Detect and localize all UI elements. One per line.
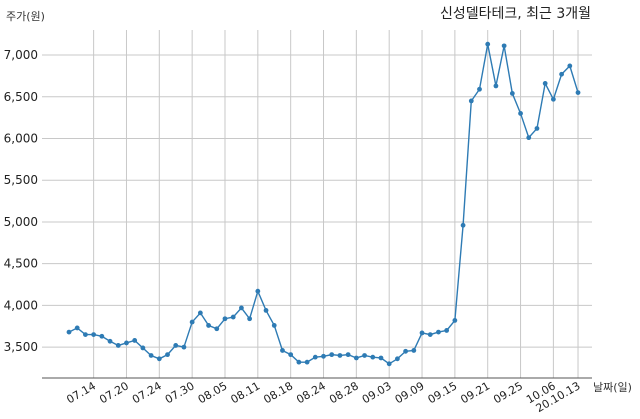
price-point — [271, 323, 277, 328]
price-point — [222, 316, 228, 322]
y-tick-labels: 3,500 4,000 4,500 5,000 5,500 6,000 6,500 7,000 — [4, 48, 38, 354]
grid — [42, 30, 592, 378]
price-point — [148, 353, 154, 358]
price-points — [66, 41, 581, 367]
price-point — [107, 338, 113, 344]
price-point — [353, 355, 359, 361]
y-tick-label: 3,500 — [4, 340, 38, 354]
price-point — [427, 332, 433, 338]
price-point — [329, 352, 335, 358]
price-point — [345, 352, 351, 358]
price-point — [468, 98, 474, 104]
y-tick-label: 6,000 — [4, 131, 38, 145]
y-axis-label: 주가(원) — [6, 10, 45, 23]
x-axis-label: 날짜(일) — [593, 380, 632, 394]
price-point — [239, 305, 244, 311]
price-point — [214, 326, 220, 332]
x-tick-label: 08.05 — [196, 379, 230, 406]
price-point — [321, 353, 326, 359]
x-tick-label: 09.25 — [491, 379, 525, 406]
price-point — [263, 308, 269, 313]
x-tick-label: 09.09 — [393, 379, 427, 406]
price-point — [91, 332, 97, 338]
price-point — [189, 319, 195, 325]
price-point — [66, 329, 72, 335]
price-point — [370, 354, 376, 360]
price-point — [567, 63, 573, 69]
price-point — [124, 340, 129, 346]
price-point — [534, 126, 540, 131]
x-tick-label: 07.14 — [64, 379, 98, 406]
y-tick-label: 4,000 — [4, 298, 38, 312]
price-point — [559, 71, 564, 77]
price-point — [181, 344, 187, 350]
chart-title: 신성델타테크, 최근 3개월 — [440, 6, 591, 22]
x-tick-label: 07.30 — [163, 379, 197, 406]
price-point — [436, 329, 441, 335]
price-point — [518, 111, 523, 116]
price-point — [411, 348, 417, 353]
y-tick-label: 4,500 — [4, 257, 38, 271]
price-point — [280, 348, 285, 353]
price-point — [296, 359, 302, 365]
x-tick-label: 09.15 — [426, 379, 460, 406]
price-point — [206, 323, 211, 328]
price-point — [304, 359, 310, 365]
x-tick-label: 08.18 — [261, 379, 295, 406]
price-point — [509, 91, 515, 96]
price-point — [337, 353, 343, 358]
price-point — [165, 352, 170, 358]
x-tick-label: 09.21 — [458, 379, 492, 406]
price-point — [419, 330, 425, 336]
price-point — [444, 328, 450, 333]
price-point — [403, 348, 409, 354]
price-point — [386, 361, 392, 367]
y-tick-label: 7,000 — [4, 48, 38, 62]
price-point — [132, 338, 138, 343]
price-point — [395, 356, 400, 362]
price-point — [493, 83, 499, 89]
price-point — [378, 355, 384, 361]
x-tick-label: 07.24 — [130, 379, 164, 406]
price-point — [542, 81, 548, 86]
price-point — [501, 43, 507, 49]
price-point — [288, 352, 294, 358]
price-point — [156, 356, 162, 362]
x-tick-label: 09.03 — [360, 379, 394, 406]
price-point — [526, 135, 532, 141]
price-point — [247, 316, 253, 322]
price-point — [140, 345, 146, 351]
price-point — [485, 41, 491, 47]
x-tick-label: 08.24 — [294, 379, 328, 406]
y-tick-label: 6,500 — [4, 90, 38, 104]
x-tick-label: 08.11 — [229, 379, 263, 406]
price-point — [255, 288, 261, 294]
price-point — [83, 332, 88, 338]
x-tick-label: 08.28 — [327, 379, 361, 406]
x-tick-labels: 07.14 07.20 07.24 07.30 08.05 08.11 08.18 08.24… — [64, 379, 582, 415]
price-point — [452, 318, 458, 323]
y-tick-label: 5,500 — [4, 173, 38, 187]
price-point — [460, 222, 466, 228]
price-point — [362, 353, 367, 358]
price-point — [477, 86, 482, 92]
price-point — [312, 354, 318, 360]
price-point — [99, 333, 105, 339]
price-point — [230, 314, 236, 320]
x-tick-label: 07.20 — [97, 379, 131, 406]
price-point — [173, 343, 179, 348]
y-tick-label: 5,000 — [4, 215, 38, 229]
price-point — [74, 325, 80, 331]
price-point — [575, 90, 581, 95]
price-point — [550, 96, 556, 102]
price-point — [115, 343, 121, 348]
price-point — [197, 310, 203, 316]
